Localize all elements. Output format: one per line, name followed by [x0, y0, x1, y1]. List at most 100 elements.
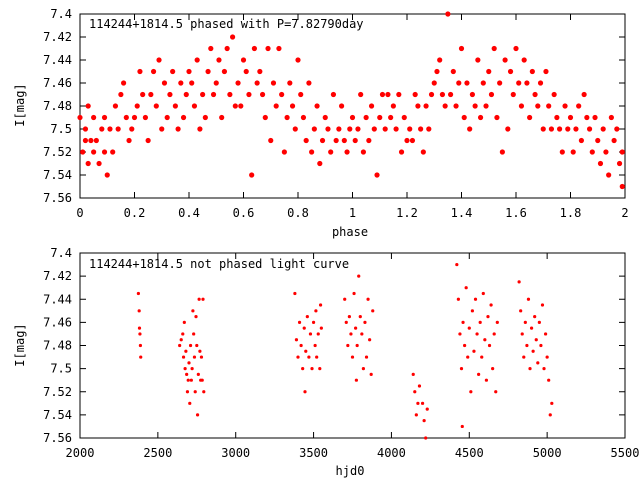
data-point	[357, 274, 361, 278]
data-point	[480, 80, 486, 86]
x-tick-label: 2000	[66, 446, 95, 460]
data-point	[104, 172, 110, 178]
data-point	[354, 378, 358, 382]
data-point	[205, 68, 211, 75]
data-point	[411, 372, 415, 377]
data-point	[469, 390, 473, 394]
data-point	[600, 126, 606, 132]
data-point	[138, 343, 143, 348]
data-point	[475, 57, 481, 63]
data-point	[221, 68, 228, 75]
data-point	[368, 338, 372, 342]
chart-title: 114244+1814.5 not phased light curve	[89, 257, 349, 271]
data-point	[303, 137, 309, 144]
data-point	[534, 338, 538, 342]
data-point	[240, 57, 247, 63]
data-point	[398, 149, 405, 155]
data-point	[137, 326, 142, 330]
data-point	[532, 91, 538, 98]
data-point	[118, 91, 124, 98]
data-point	[316, 332, 320, 336]
x-tick-label: 3500	[299, 446, 328, 460]
x-tick-label: 5500	[611, 446, 640, 460]
data-point	[393, 126, 399, 132]
data-point	[455, 262, 459, 267]
y-tick-label: 7.52	[43, 385, 72, 399]
data-point	[180, 114, 187, 121]
data-point	[366, 297, 370, 301]
y-tick-label: 7.46	[43, 315, 72, 329]
data-point	[193, 390, 197, 394]
data-point	[407, 126, 413, 132]
data-point	[379, 91, 386, 98]
data-point	[195, 343, 199, 348]
data-point	[137, 309, 141, 313]
y-tick-label: 7.46	[43, 76, 72, 90]
data-point	[330, 91, 337, 98]
x-tick-label: 1	[349, 206, 356, 220]
data-point	[434, 68, 440, 75]
data-point	[188, 343, 193, 348]
data-point	[404, 137, 410, 144]
data-point	[542, 367, 546, 371]
data-point	[191, 309, 195, 313]
data-point	[287, 80, 293, 86]
data-point	[360, 332, 364, 336]
data-point	[611, 137, 617, 144]
data-point	[491, 45, 497, 52]
data-point	[352, 137, 358, 144]
data-point	[257, 68, 263, 75]
data-point	[497, 80, 503, 86]
data-point	[366, 137, 372, 144]
data-point	[364, 355, 369, 359]
data-point	[453, 103, 459, 109]
data-point	[550, 401, 554, 405]
data-point	[371, 126, 377, 132]
data-point	[619, 149, 625, 155]
data-point	[488, 91, 495, 98]
data-point	[529, 326, 534, 330]
data-point	[415, 103, 421, 109]
data-point	[557, 126, 563, 132]
data-point	[164, 114, 170, 121]
data-point	[192, 355, 197, 359]
data-point	[545, 355, 549, 359]
data-point	[139, 355, 143, 359]
data-point	[543, 332, 548, 336]
data-point	[251, 45, 257, 52]
data-point	[494, 390, 498, 394]
y-tick-label: 7.44	[43, 53, 72, 67]
data-point	[300, 114, 307, 121]
data-point	[347, 314, 351, 319]
data-point	[466, 355, 470, 359]
data-point	[388, 114, 394, 121]
data-point	[543, 68, 549, 75]
data-point	[531, 349, 535, 353]
data-point	[213, 80, 219, 86]
chart-title: 114244+1814.5 phased with P=7.82790day	[89, 17, 364, 31]
y-tick-label: 7.56	[43, 431, 72, 445]
data-point	[175, 126, 181, 132]
x-tick-label: 1.2	[396, 206, 418, 220]
data-point	[499, 149, 505, 155]
data-point	[126, 137, 132, 144]
data-point	[536, 361, 540, 365]
data-point	[355, 343, 359, 348]
data-point	[197, 126, 203, 132]
data-point	[289, 103, 296, 109]
y-tick-label: 7.48	[43, 339, 72, 353]
data-point	[494, 114, 500, 121]
data-point	[148, 91, 154, 98]
data-point	[136, 291, 140, 296]
data-point	[487, 343, 492, 348]
data-point	[107, 126, 113, 132]
data-point	[77, 114, 83, 121]
data-point	[159, 126, 165, 132]
data-point	[614, 126, 620, 132]
data-point	[298, 91, 304, 98]
data-point	[317, 160, 323, 167]
data-point	[80, 149, 86, 155]
data-point	[481, 291, 485, 296]
data-point	[82, 126, 89, 132]
